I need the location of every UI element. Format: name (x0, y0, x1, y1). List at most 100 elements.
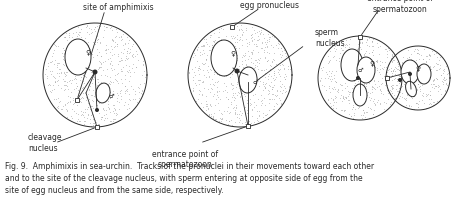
Point (330, 77, 338, 80)
Point (277, 99, 284, 102)
Point (401, 75, 409, 78)
Point (218, 112, 225, 116)
Point (232, 60, 239, 63)
Point (317, 80, 324, 83)
Point (246, 67, 254, 70)
Point (327, 78, 334, 81)
Point (196, 66, 203, 69)
Point (108, 37, 116, 40)
Point (247, 97, 254, 100)
Point (261, 68, 268, 72)
Point (50, 76, 57, 79)
Point (394, 83, 401, 87)
Point (47, 90, 54, 93)
Point (414, 106, 422, 109)
Point (241, 77, 249, 80)
Point (77, 120, 84, 123)
Point (114, 79, 121, 83)
Point (129, 56, 137, 59)
Point (194, 78, 202, 81)
Point (413, 52, 420, 55)
Point (209, 77, 216, 81)
Point (203, 57, 210, 60)
Point (75, 47, 83, 50)
Point (284, 67, 291, 71)
Point (91, 43, 98, 46)
Point (417, 53, 425, 57)
Point (94, 83, 101, 86)
Point (325, 55, 332, 58)
Point (227, 49, 235, 53)
Point (48, 60, 55, 63)
Point (248, 74, 256, 77)
Point (257, 69, 265, 72)
Point (63, 84, 70, 88)
Point (112, 78, 120, 81)
Point (365, 116, 373, 119)
Point (255, 110, 263, 113)
Point (388, 92, 395, 95)
Point (327, 49, 334, 53)
Point (395, 87, 403, 90)
Point (119, 66, 127, 69)
Point (210, 115, 217, 118)
Point (78, 71, 85, 74)
Point (228, 83, 235, 86)
Point (243, 112, 250, 115)
Point (266, 39, 273, 42)
Point (214, 96, 222, 99)
Point (232, 86, 240, 89)
Point (241, 87, 249, 90)
Text: ♂: ♂ (108, 93, 114, 99)
Point (123, 50, 130, 53)
Point (211, 117, 218, 121)
Point (427, 94, 434, 97)
Point (225, 41, 232, 44)
Point (351, 84, 358, 87)
Point (113, 44, 121, 47)
Point (213, 91, 220, 94)
Point (202, 61, 209, 64)
Point (330, 56, 337, 59)
Point (376, 89, 383, 92)
Point (212, 52, 219, 56)
Point (66, 33, 73, 36)
Point (406, 67, 414, 70)
Point (347, 115, 354, 118)
Point (371, 103, 379, 106)
Point (62, 71, 70, 74)
Point (50, 87, 58, 91)
Point (254, 57, 261, 60)
Point (266, 89, 273, 93)
Point (350, 113, 358, 117)
Point (354, 92, 361, 95)
Point (261, 86, 269, 89)
Point (253, 104, 260, 107)
Point (105, 92, 112, 96)
Point (425, 75, 432, 79)
Point (47, 72, 55, 75)
Point (215, 67, 222, 70)
Point (111, 73, 118, 77)
Point (426, 101, 434, 105)
Point (410, 72, 418, 75)
Point (123, 89, 130, 93)
Point (96, 90, 103, 93)
Point (377, 92, 384, 95)
Point (110, 46, 118, 49)
Point (384, 49, 391, 53)
Point (280, 48, 287, 51)
Point (373, 59, 381, 62)
Point (415, 70, 423, 73)
Point (232, 61, 240, 64)
Point (416, 57, 423, 61)
Point (387, 57, 395, 60)
Point (369, 40, 376, 43)
Point (84, 81, 91, 85)
Point (80, 119, 88, 123)
Point (73, 103, 81, 107)
Point (401, 96, 408, 100)
Point (376, 44, 383, 47)
Point (403, 68, 410, 71)
Point (404, 90, 412, 93)
